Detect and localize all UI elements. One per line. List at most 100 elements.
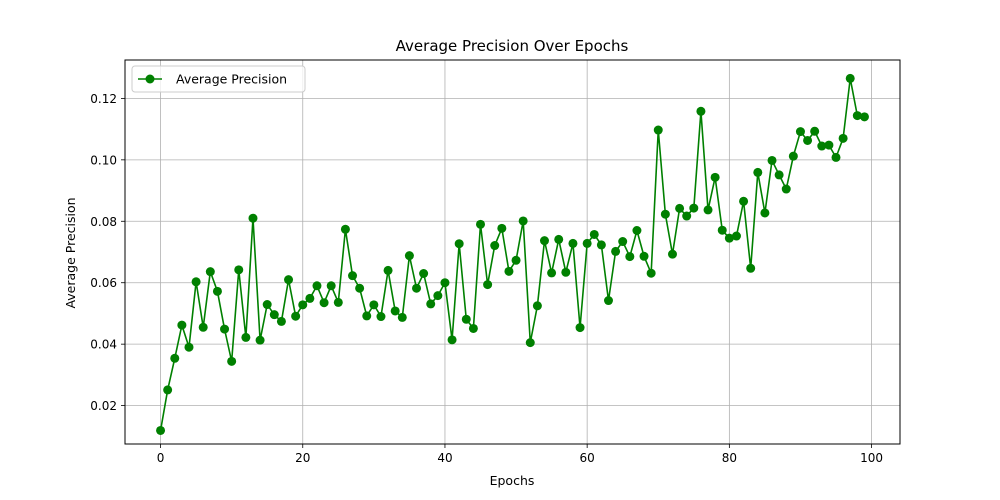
data-point xyxy=(376,312,386,322)
data-point xyxy=(703,205,713,215)
data-point xyxy=(476,219,486,229)
data-point xyxy=(653,125,663,135)
data-point xyxy=(739,196,749,206)
data-point xyxy=(326,281,336,291)
data-point xyxy=(724,233,734,243)
data-point xyxy=(468,323,478,333)
y-tick-label: 0.10 xyxy=(90,153,117,167)
data-point xyxy=(362,311,372,321)
data-point xyxy=(433,291,443,301)
data-point xyxy=(504,266,514,276)
data-point xyxy=(404,251,414,261)
data-point xyxy=(497,223,507,233)
data-point xyxy=(248,213,258,223)
data-point xyxy=(518,216,528,226)
data-point xyxy=(284,275,294,285)
data-point xyxy=(760,208,770,218)
data-point xyxy=(348,271,358,281)
data-point xyxy=(291,311,301,321)
data-point xyxy=(532,301,542,311)
data-point xyxy=(312,281,322,291)
data-point xyxy=(198,322,208,332)
data-point xyxy=(554,234,564,244)
data-point xyxy=(838,133,848,143)
data-point xyxy=(390,306,400,316)
data-point xyxy=(276,316,286,326)
data-point xyxy=(596,240,606,250)
plot-frame xyxy=(124,59,901,445)
data-point xyxy=(156,425,166,435)
data-point xyxy=(184,342,194,352)
data-point xyxy=(646,268,656,278)
data-point xyxy=(426,299,436,309)
legend-label: Average Precision xyxy=(176,72,287,87)
data-point xyxy=(831,152,841,162)
data-point xyxy=(788,151,798,161)
y-tick-label: 0.12 xyxy=(90,92,117,106)
data-point xyxy=(746,263,756,273)
data-point xyxy=(845,73,855,83)
x-tick-label: 100 xyxy=(860,451,883,465)
chart-title: Average Precision Over Epochs xyxy=(396,37,629,55)
data-point xyxy=(753,167,763,177)
data-point xyxy=(660,209,670,219)
data-point xyxy=(731,231,741,241)
data-point xyxy=(212,286,222,296)
data-point xyxy=(767,155,777,165)
x-tick-label: 20 xyxy=(295,451,310,465)
data-point xyxy=(205,267,215,277)
data-point xyxy=(696,106,706,116)
data-point xyxy=(817,141,827,151)
data-point xyxy=(483,280,493,290)
legend-marker-swatch xyxy=(145,74,155,84)
data-point xyxy=(440,278,450,288)
data-point xyxy=(582,238,592,248)
data-point xyxy=(810,126,820,136)
data-point xyxy=(383,265,393,275)
data-point xyxy=(689,203,699,213)
data-point xyxy=(262,300,272,310)
data-point xyxy=(639,251,649,261)
data-point xyxy=(227,356,237,366)
data-point xyxy=(803,135,813,145)
x-axis-label: Epochs xyxy=(490,473,535,488)
data-point xyxy=(340,224,350,234)
data-point xyxy=(319,298,329,308)
data-point xyxy=(824,140,834,150)
data-point xyxy=(795,127,805,137)
data-point xyxy=(454,239,464,249)
data-point xyxy=(632,225,642,235)
data-point xyxy=(859,112,869,122)
data-point xyxy=(603,296,613,306)
data-point xyxy=(774,170,784,180)
data-point xyxy=(234,265,244,275)
y-tick-label: 0.04 xyxy=(90,338,117,352)
data-point xyxy=(682,211,692,221)
data-point xyxy=(269,310,279,320)
data-point xyxy=(589,229,599,239)
data-point xyxy=(667,249,677,259)
y-axis-label: Average Precision xyxy=(63,197,78,308)
data-point xyxy=(461,314,471,324)
data-point xyxy=(241,332,251,342)
x-tick-label: 40 xyxy=(437,451,452,465)
data-point xyxy=(625,252,635,262)
data-point xyxy=(220,324,230,334)
y-axis-ticks: 0.02 0.04 0.06 0.08 0.10 0.12 xyxy=(90,92,125,413)
data-point xyxy=(547,268,557,278)
data-point xyxy=(675,203,685,213)
legend-box xyxy=(131,65,306,93)
data-point xyxy=(490,241,500,251)
data-point xyxy=(852,111,862,121)
data-point xyxy=(163,385,173,395)
data-point xyxy=(355,283,365,293)
series-line xyxy=(159,77,865,431)
y-tick-label: 0.06 xyxy=(90,276,117,290)
data-point xyxy=(255,335,265,345)
data-point xyxy=(419,269,429,279)
data-point xyxy=(539,236,549,246)
y-tick-label: 0.08 xyxy=(90,215,117,229)
data-point xyxy=(568,238,578,248)
series-layer xyxy=(156,73,869,435)
